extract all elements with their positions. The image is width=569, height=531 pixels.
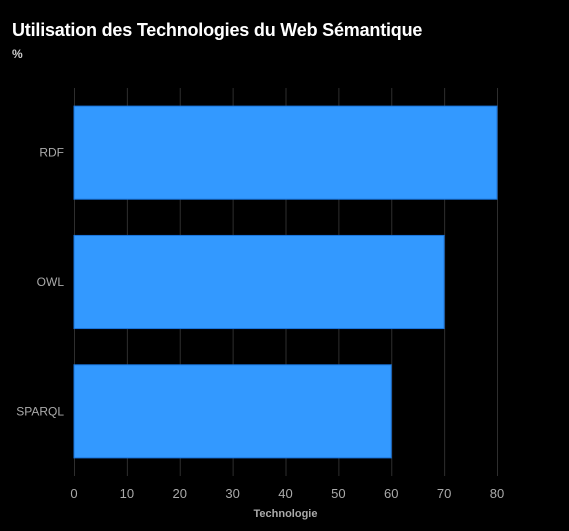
x-tick-label: 80 bbox=[490, 486, 504, 501]
chart-subtitle: % bbox=[12, 47, 23, 61]
x-tick-label: 60 bbox=[384, 486, 398, 501]
category-labels: RDF OWL SPARQL bbox=[16, 146, 64, 419]
category-label-owl: OWL bbox=[37, 275, 65, 289]
bar-owl bbox=[73, 234, 445, 330]
x-tick-label: 30 bbox=[225, 486, 239, 501]
category-label-rdf: RDF bbox=[39, 146, 64, 160]
chart-title: Utilisation des Technologies du Web Séma… bbox=[12, 20, 423, 40]
bar-rdf bbox=[73, 105, 498, 200]
category-label-sparql: SPARQL bbox=[16, 404, 64, 418]
x-tick-label: 70 bbox=[437, 486, 451, 501]
x-tick-label: 10 bbox=[120, 486, 134, 501]
x-axis-title: Technologie bbox=[254, 508, 318, 520]
x-tick-label: 20 bbox=[173, 486, 187, 501]
bars bbox=[73, 105, 498, 459]
x-tick-label: 40 bbox=[278, 486, 292, 501]
x-tick-label: 0 bbox=[70, 486, 77, 501]
x-tick-label: 50 bbox=[331, 486, 345, 501]
x-tick-labels: 0 10 20 30 40 50 60 70 80 bbox=[70, 486, 504, 501]
bar-sparql bbox=[73, 364, 392, 459]
